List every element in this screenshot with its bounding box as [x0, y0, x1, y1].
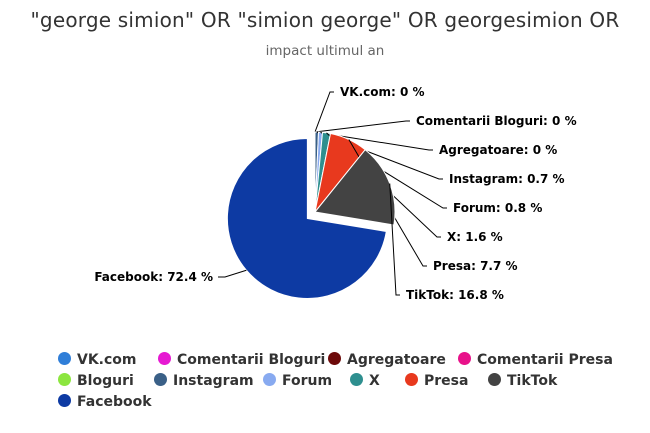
legend-item-vk-com[interactable]: VK.com [58, 352, 137, 368]
legend-item-agregatoare[interactable]: Agregatoare [328, 352, 446, 368]
pie-slice-facebook[interactable] [226, 137, 387, 299]
connector-agregatoare [314, 131, 433, 151]
legend-item-comentarii-bloguri[interactable]: Comentarii Bloguri [158, 352, 325, 368]
legend-label: TikTok [507, 373, 558, 389]
legend-label: VK.com [77, 352, 137, 368]
chart-legend: VK.com Comentarii Bloguri Agregatoare Comen… [58, 352, 628, 415]
legend-marker [58, 394, 71, 407]
connector-facebook [218, 269, 247, 278]
legend-label: Forum [282, 373, 333, 389]
legend-label: Agregatoare [347, 352, 446, 368]
data-label-vk-com: VK.com: 0 % [340, 85, 425, 99]
legend-marker [58, 352, 71, 365]
data-label-comentarii-bloguri: Comentarii Bloguri: 0 % [416, 114, 577, 128]
connector-tiktok [389, 183, 400, 296]
legend-item-forum[interactable]: Forum [263, 373, 332, 389]
legend-marker [154, 373, 167, 386]
data-label-instagram: Instagram: 0.7 % [449, 172, 565, 186]
legend-item-comentarii-presa[interactable]: Comentarii Presa [458, 352, 613, 368]
legend-marker [158, 352, 171, 365]
legend-row: VK.com Comentarii Bloguri Agregatoare Comen… [58, 352, 628, 373]
legend-marker [328, 352, 341, 365]
data-label-agregatoare: Agregatoare: 0 % [439, 143, 557, 157]
legend-label: Presa [424, 373, 469, 389]
pie-slice-tiktok[interactable] [314, 149, 396, 226]
legend-marker [488, 373, 501, 386]
legend-item-bloguri[interactable]: Bloguri [58, 373, 134, 389]
legend-marker [263, 373, 276, 386]
legend-label: Comentarii Presa [477, 352, 613, 368]
legend-label: Facebook [77, 394, 152, 410]
legend-row: Facebook [58, 394, 628, 415]
legend-marker [350, 373, 363, 386]
legend-item-x[interactable]: X [350, 373, 380, 389]
data-label-forum: Forum: 0.8 % [453, 201, 542, 215]
legend-marker [405, 373, 418, 386]
connector-vk-com [314, 91, 334, 133]
chart-title: "george simion" OR "simion george" OR ge… [30, 8, 620, 32]
legend-label: X [369, 373, 380, 389]
chart-subtitle: impact ultimul an [265, 43, 385, 59]
legend-label: Comentarii Bloguri [177, 352, 326, 368]
legend-item-facebook[interactable]: Facebook [58, 394, 152, 410]
legend-item-tiktok[interactable]: TikTok [488, 373, 557, 389]
data-label-x: X: 1.6 % [447, 230, 503, 244]
legend-item-instagram[interactable]: Instagram [154, 373, 254, 389]
legend-label: Bloguri [77, 373, 134, 389]
legend-marker [58, 373, 71, 386]
connector-comentarii-bloguri [314, 120, 410, 133]
legend-row: Bloguri Instagram Forum X Presa TikTok [58, 373, 628, 394]
data-label-tiktok: TikTok: 16.8 % [406, 288, 504, 302]
data-label-presa: Presa: 7.7 % [433, 259, 518, 273]
legend-item-presa[interactable]: Presa [405, 373, 468, 389]
legend-label: Instagram [173, 373, 254, 389]
legend-marker [458, 352, 471, 365]
data-label-facebook: Facebook: 72.4 % [94, 270, 213, 284]
